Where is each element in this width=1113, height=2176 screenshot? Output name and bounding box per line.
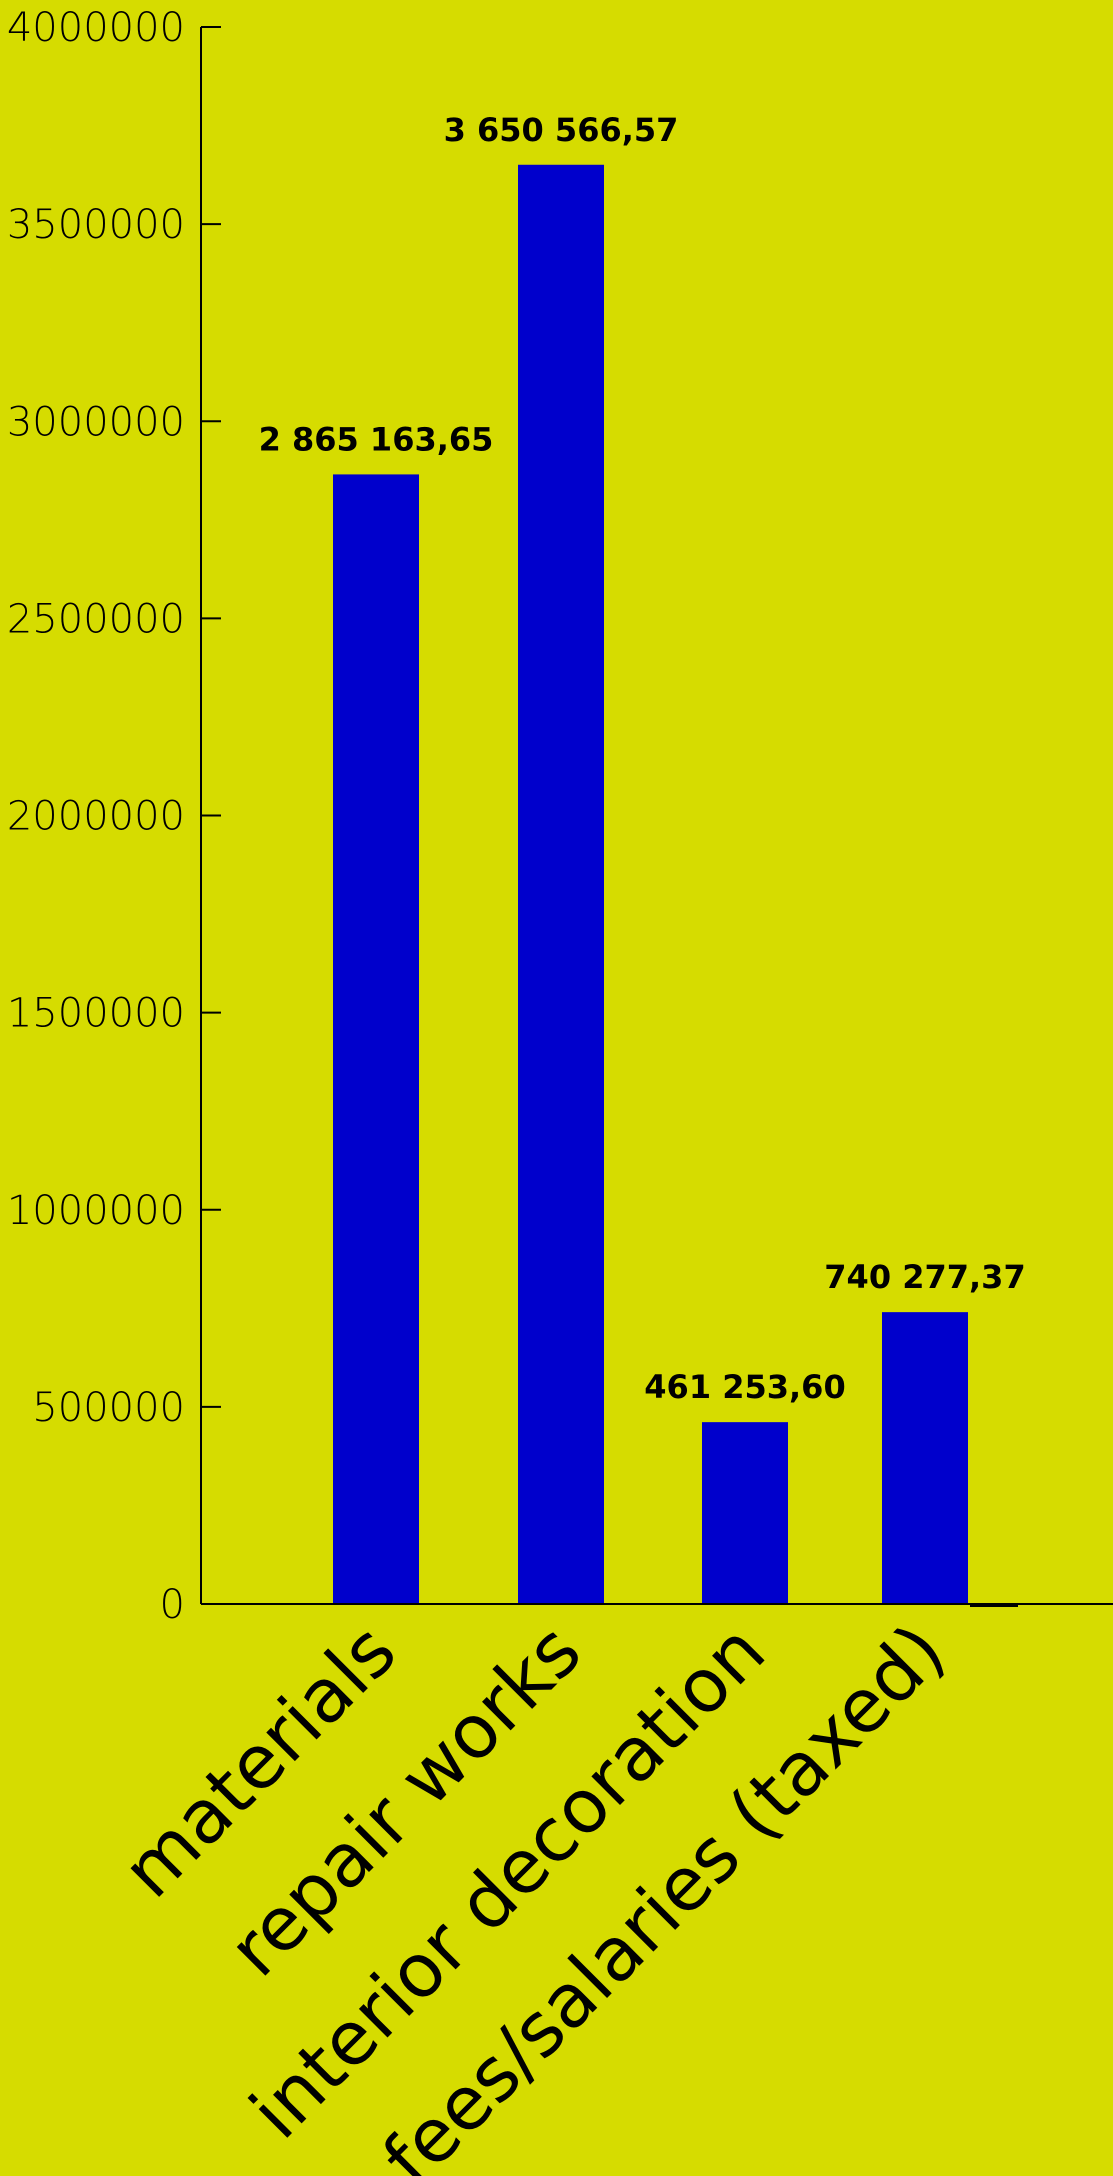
bar	[702, 1422, 788, 1604]
y-tick-label: 2500000	[7, 596, 185, 642]
bars-group	[333, 164, 968, 1605]
y-tick-label: 2000000	[7, 794, 185, 840]
data-labels-group: 2 865 163,65 3 650 566,57 461 253,60 740 27…	[259, 111, 1026, 1406]
y-tick-label: 0	[160, 1582, 185, 1628]
bar-value-label: 461 253,60	[644, 1368, 845, 1406]
y-tick-label: 4000000	[7, 5, 185, 51]
x-axis	[201, 1603, 1113, 1607]
y-ticks-group: 0 500000 1000000 1500000 2000000 2500000 30000…	[7, 5, 221, 1628]
y-tick-label: 3000000	[7, 399, 185, 445]
y-tick-label: 1500000	[7, 991, 185, 1037]
bar-value-label: 3 650 566,57	[444, 111, 679, 149]
y-tick-label: 3500000	[7, 202, 185, 248]
bar-value-label: 740 277,37	[824, 1258, 1025, 1296]
bar-value-label: 2 865 163,65	[259, 420, 494, 458]
bar	[333, 474, 419, 1605]
y-tick-label: 500000	[32, 1385, 185, 1431]
bar	[518, 164, 604, 1604]
bar	[882, 1312, 968, 1604]
y-tick-label: 1000000	[7, 1188, 185, 1234]
